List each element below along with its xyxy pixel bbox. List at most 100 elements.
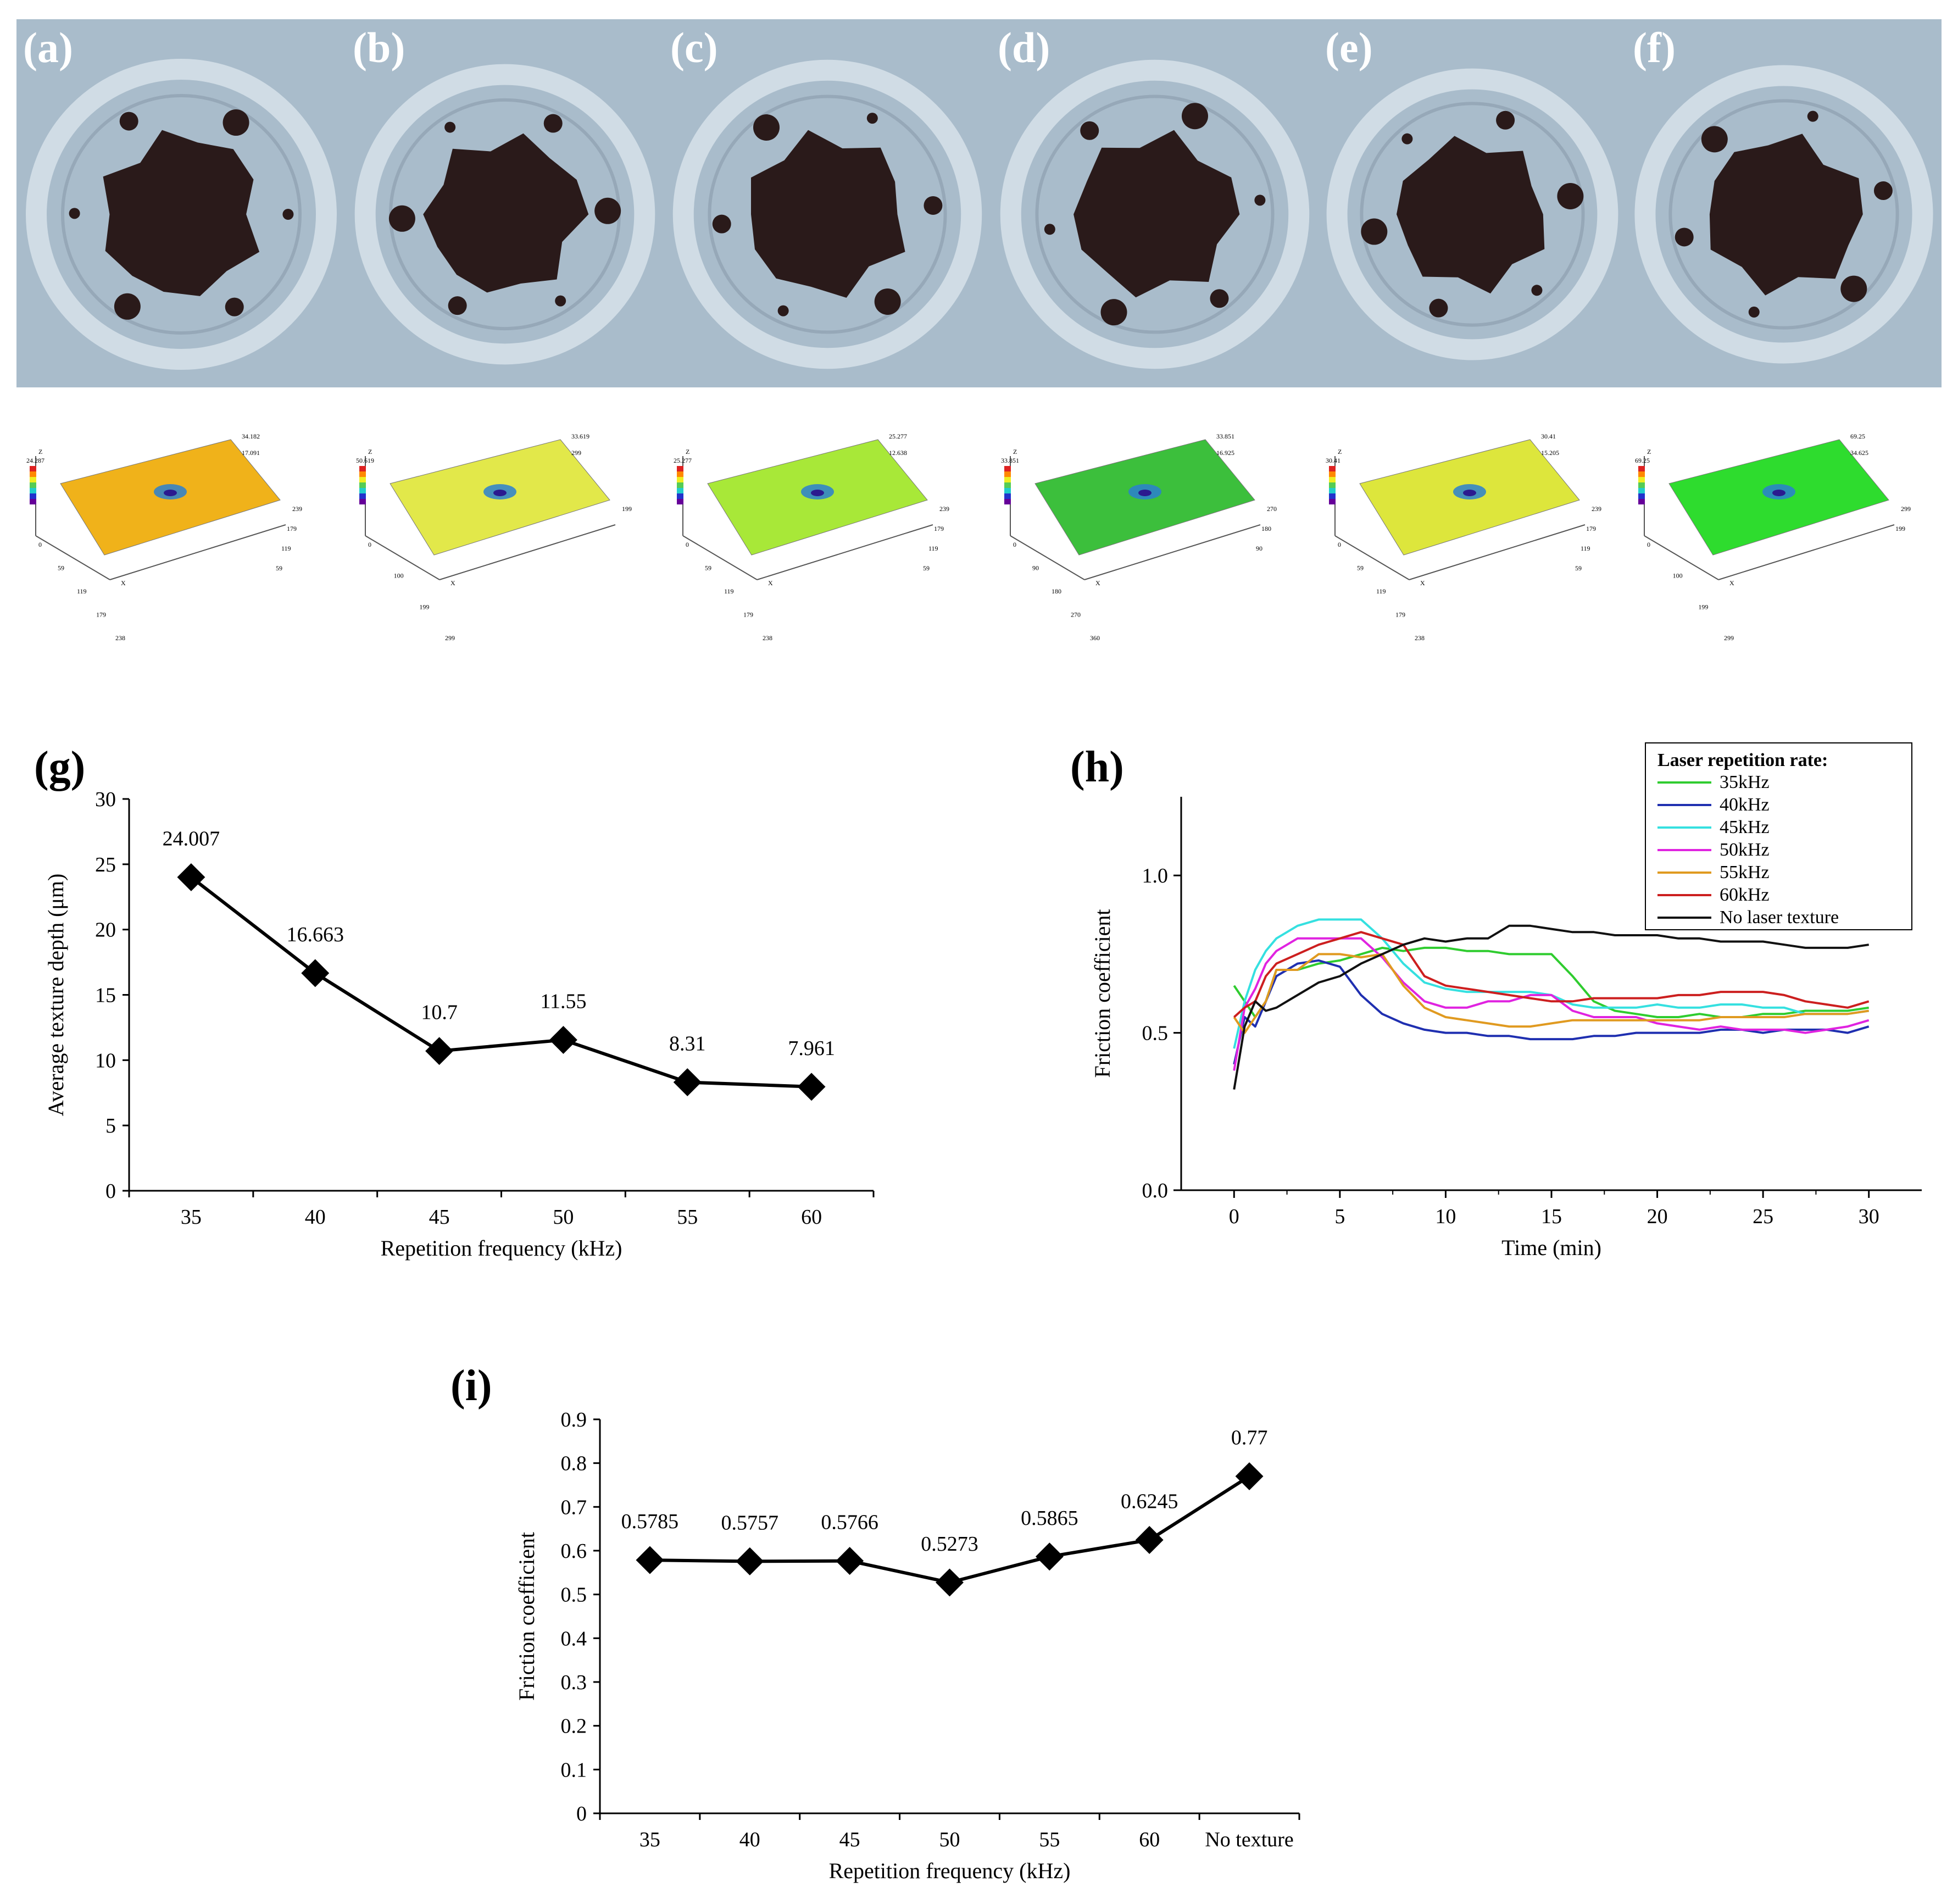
y-tick-label: 10 xyxy=(95,1049,116,1072)
colorbar-segment xyxy=(677,488,683,493)
y-axis xyxy=(1084,524,1261,580)
x-tick-label: 45 xyxy=(429,1206,450,1229)
x-tick-label: 15 xyxy=(1541,1205,1562,1228)
x-tick-label: 0 xyxy=(1229,1205,1239,1228)
y-tick-label: 239 xyxy=(1592,505,1601,513)
debris-spot xyxy=(1401,133,1413,145)
debris-spot xyxy=(225,297,244,317)
x-tick-label: 299 xyxy=(445,634,455,642)
y-tick-label: 199 xyxy=(1895,525,1905,532)
x-tick-label: 59 xyxy=(705,564,711,572)
chart-i-friction-vs-frequency: 0 0.1 0.2 0.3 0.4 0.5 0.6 0.7 0.8 0.9 0.5785 35 0.57… xyxy=(450,1362,1300,1883)
debris-spot xyxy=(1429,298,1448,318)
colorbar-segment xyxy=(1329,471,1336,477)
micrograph-label: (b) xyxy=(353,24,405,71)
zmid-right-label: 16.925 xyxy=(1216,449,1234,457)
debris-spot xyxy=(1557,182,1584,209)
y-axis xyxy=(439,524,616,580)
series-line xyxy=(1233,946,1869,1018)
colorbar-segment xyxy=(1329,488,1336,493)
x-tick-label: 270 xyxy=(1071,611,1081,619)
y-tick-label: 0.3 xyxy=(561,1671,587,1694)
debris-spot xyxy=(114,293,141,320)
colorbar-segment xyxy=(677,482,683,488)
zmid-right-label: 17.091 xyxy=(242,449,260,457)
panel-label: (g) xyxy=(34,743,85,791)
x-tick-label: 55 xyxy=(677,1206,698,1229)
x-tick-label: 10 xyxy=(1435,1205,1456,1228)
y-tick-label: 59 xyxy=(923,564,930,572)
colorbar-segment xyxy=(677,499,683,504)
y-tick-label: 0.5 xyxy=(1142,1022,1169,1045)
panel-label: (h) xyxy=(1070,743,1124,791)
zmax-label: 69.25 xyxy=(1635,457,1650,464)
colorbar-segment xyxy=(30,499,36,504)
micrograph-panel: (e) xyxy=(1319,19,1626,387)
debris-spot xyxy=(1100,299,1127,326)
y-tick-label: 90 xyxy=(1256,545,1262,552)
colorbar-segment xyxy=(30,477,36,482)
ablation-pit xyxy=(423,133,589,293)
z-axis-label: Z xyxy=(1338,448,1342,456)
x-tick-label: 40 xyxy=(739,1828,760,1851)
x-tick-label: 50 xyxy=(939,1828,960,1851)
ablation-pit xyxy=(103,130,260,296)
x-tick-label: 119 xyxy=(724,587,734,595)
data-point-marker xyxy=(836,1547,864,1575)
zmid-right-label: 15.205 xyxy=(1541,449,1559,457)
x-tick-label: 238 xyxy=(763,634,772,642)
zmid-right-label: 12.638 xyxy=(889,449,907,457)
x-tick-label: 299 xyxy=(1724,634,1734,642)
colorbar-segment xyxy=(1004,477,1011,482)
ablation-pit xyxy=(1073,130,1240,298)
ablation-pit xyxy=(1397,136,1545,294)
debris-spot xyxy=(1080,121,1099,140)
data-value-label: 0.5865 xyxy=(1021,1507,1078,1530)
debris-spot xyxy=(222,109,249,136)
y-tick-label: 270 xyxy=(1267,505,1277,513)
pit-core xyxy=(164,490,177,496)
x-tick-label: 179 xyxy=(743,611,753,619)
data-value-label: 0.77 xyxy=(1231,1426,1268,1450)
data-value-label: 11.55 xyxy=(540,990,586,1013)
x-axis-title: Repetition frequency (kHz) xyxy=(829,1858,1071,1883)
colorbar-segment xyxy=(30,466,36,471)
y-tick-label: 239 xyxy=(939,505,949,513)
x-tick-label: 90 xyxy=(1032,564,1039,572)
y-tick-label: 299 xyxy=(1901,505,1911,513)
zmax-label: 25.277 xyxy=(674,457,692,464)
x-tick-label: 0 xyxy=(1647,541,1650,548)
surface-profile-panel: 25.277Z25.27712.638239179119590591191792… xyxy=(674,432,949,642)
data-point-marker xyxy=(797,1073,826,1101)
debris-spot xyxy=(1181,103,1208,130)
x-axis xyxy=(1644,535,1719,580)
debris-spot xyxy=(1840,275,1867,302)
pit-core xyxy=(811,490,824,496)
zmax-right-label: 30.41 xyxy=(1541,432,1556,440)
zmax-right-label: 69.25 xyxy=(1850,432,1865,440)
debris-spot xyxy=(1254,195,1266,206)
debris-spot xyxy=(1531,285,1543,296)
debris-spot xyxy=(753,114,780,141)
ablation-pit xyxy=(1709,134,1863,296)
y-tick-label: 0 xyxy=(576,1802,587,1825)
legend-entry: No laser texture xyxy=(1720,907,1839,928)
y-tick-label: 25 xyxy=(95,853,116,876)
colorbar-segment xyxy=(1638,477,1645,482)
colorbar-segment xyxy=(359,466,366,471)
data-point-marker xyxy=(301,959,330,987)
x-axis-name: X xyxy=(768,579,773,587)
laser-ring xyxy=(354,64,655,365)
x-tick-label: 238 xyxy=(115,634,125,642)
x-axis xyxy=(1334,535,1410,580)
micrograph-label: (d) xyxy=(998,24,1050,71)
laser-ring xyxy=(1000,59,1310,369)
debris-spot xyxy=(1361,218,1388,245)
x-tick-label: 0 xyxy=(1338,541,1341,548)
colorbar-segment xyxy=(359,471,366,477)
legend-entry: 45kHz xyxy=(1720,817,1770,837)
y-tick-label: 239 xyxy=(292,505,302,513)
legend-entry: 50kHz xyxy=(1720,840,1770,860)
